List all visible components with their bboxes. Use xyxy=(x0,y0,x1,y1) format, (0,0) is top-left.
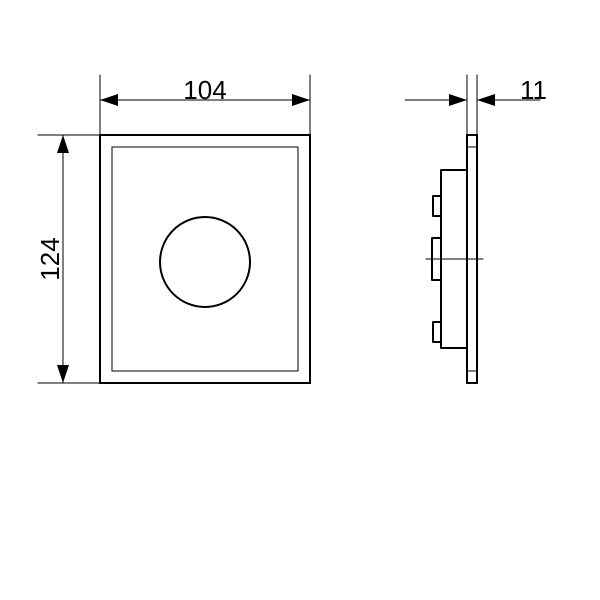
dim-depth-label: 11 xyxy=(520,75,547,105)
front-view xyxy=(100,135,310,383)
side-view xyxy=(426,135,483,383)
dim-width-label: 104 xyxy=(183,75,226,105)
technical-drawing: 104 124 11 xyxy=(0,0,600,600)
dim-height-label: 124 xyxy=(35,237,65,280)
